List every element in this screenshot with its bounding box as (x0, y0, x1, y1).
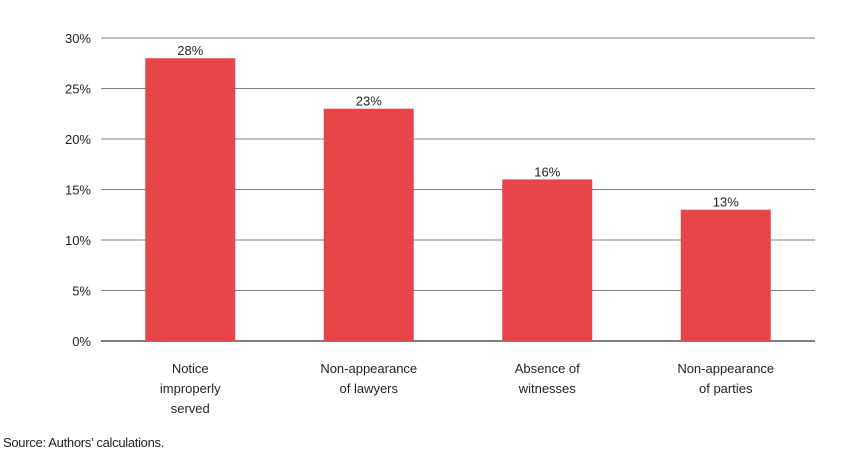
y-tick-label: 25% (65, 82, 91, 97)
category-label-line: of parties (699, 381, 753, 396)
data-label: 23% (356, 94, 382, 109)
y-tick-label: 15% (65, 183, 91, 198)
y-tick-label: 0% (72, 334, 91, 349)
bar (502, 179, 593, 341)
category-label-line: Notice (172, 361, 209, 376)
source-note: Source: Authors’ calculations. (3, 435, 165, 450)
category-labels: Notice improperly served Non-appearance of l… (160, 361, 774, 416)
category-label-line: Absence of (515, 361, 580, 376)
y-axis-tick-labels: 0% 5% 10% 15% 20% 25% 30% (65, 31, 91, 349)
data-labels: 28% 23% 16% 13% (177, 43, 739, 210)
category-label: Notice improperly served (160, 361, 221, 416)
category-label-line: of lawyers (339, 381, 398, 396)
data-label: 16% (534, 164, 560, 179)
category-label-line: improperly (160, 381, 221, 396)
y-tick-label: 30% (65, 31, 91, 46)
y-tick-label: 10% (65, 233, 91, 248)
category-label: Absence of witnesses (515, 361, 580, 396)
category-label: Non-appearance of parties (677, 361, 774, 396)
data-label: 28% (177, 43, 203, 58)
category-label-line: served (171, 401, 210, 416)
bars (145, 58, 771, 341)
bar (145, 58, 236, 341)
y-tick-label: 5% (72, 284, 91, 299)
data-label: 13% (713, 195, 739, 210)
bar (680, 209, 771, 341)
category-label: Non-appearance of lawyers (320, 361, 417, 396)
category-label-line: witnesses (518, 381, 577, 396)
y-tick-label: 20% (65, 132, 91, 147)
bar (323, 108, 414, 341)
category-label-line: Non-appearance (320, 361, 417, 376)
category-label-line: Non-appearance (677, 361, 774, 376)
